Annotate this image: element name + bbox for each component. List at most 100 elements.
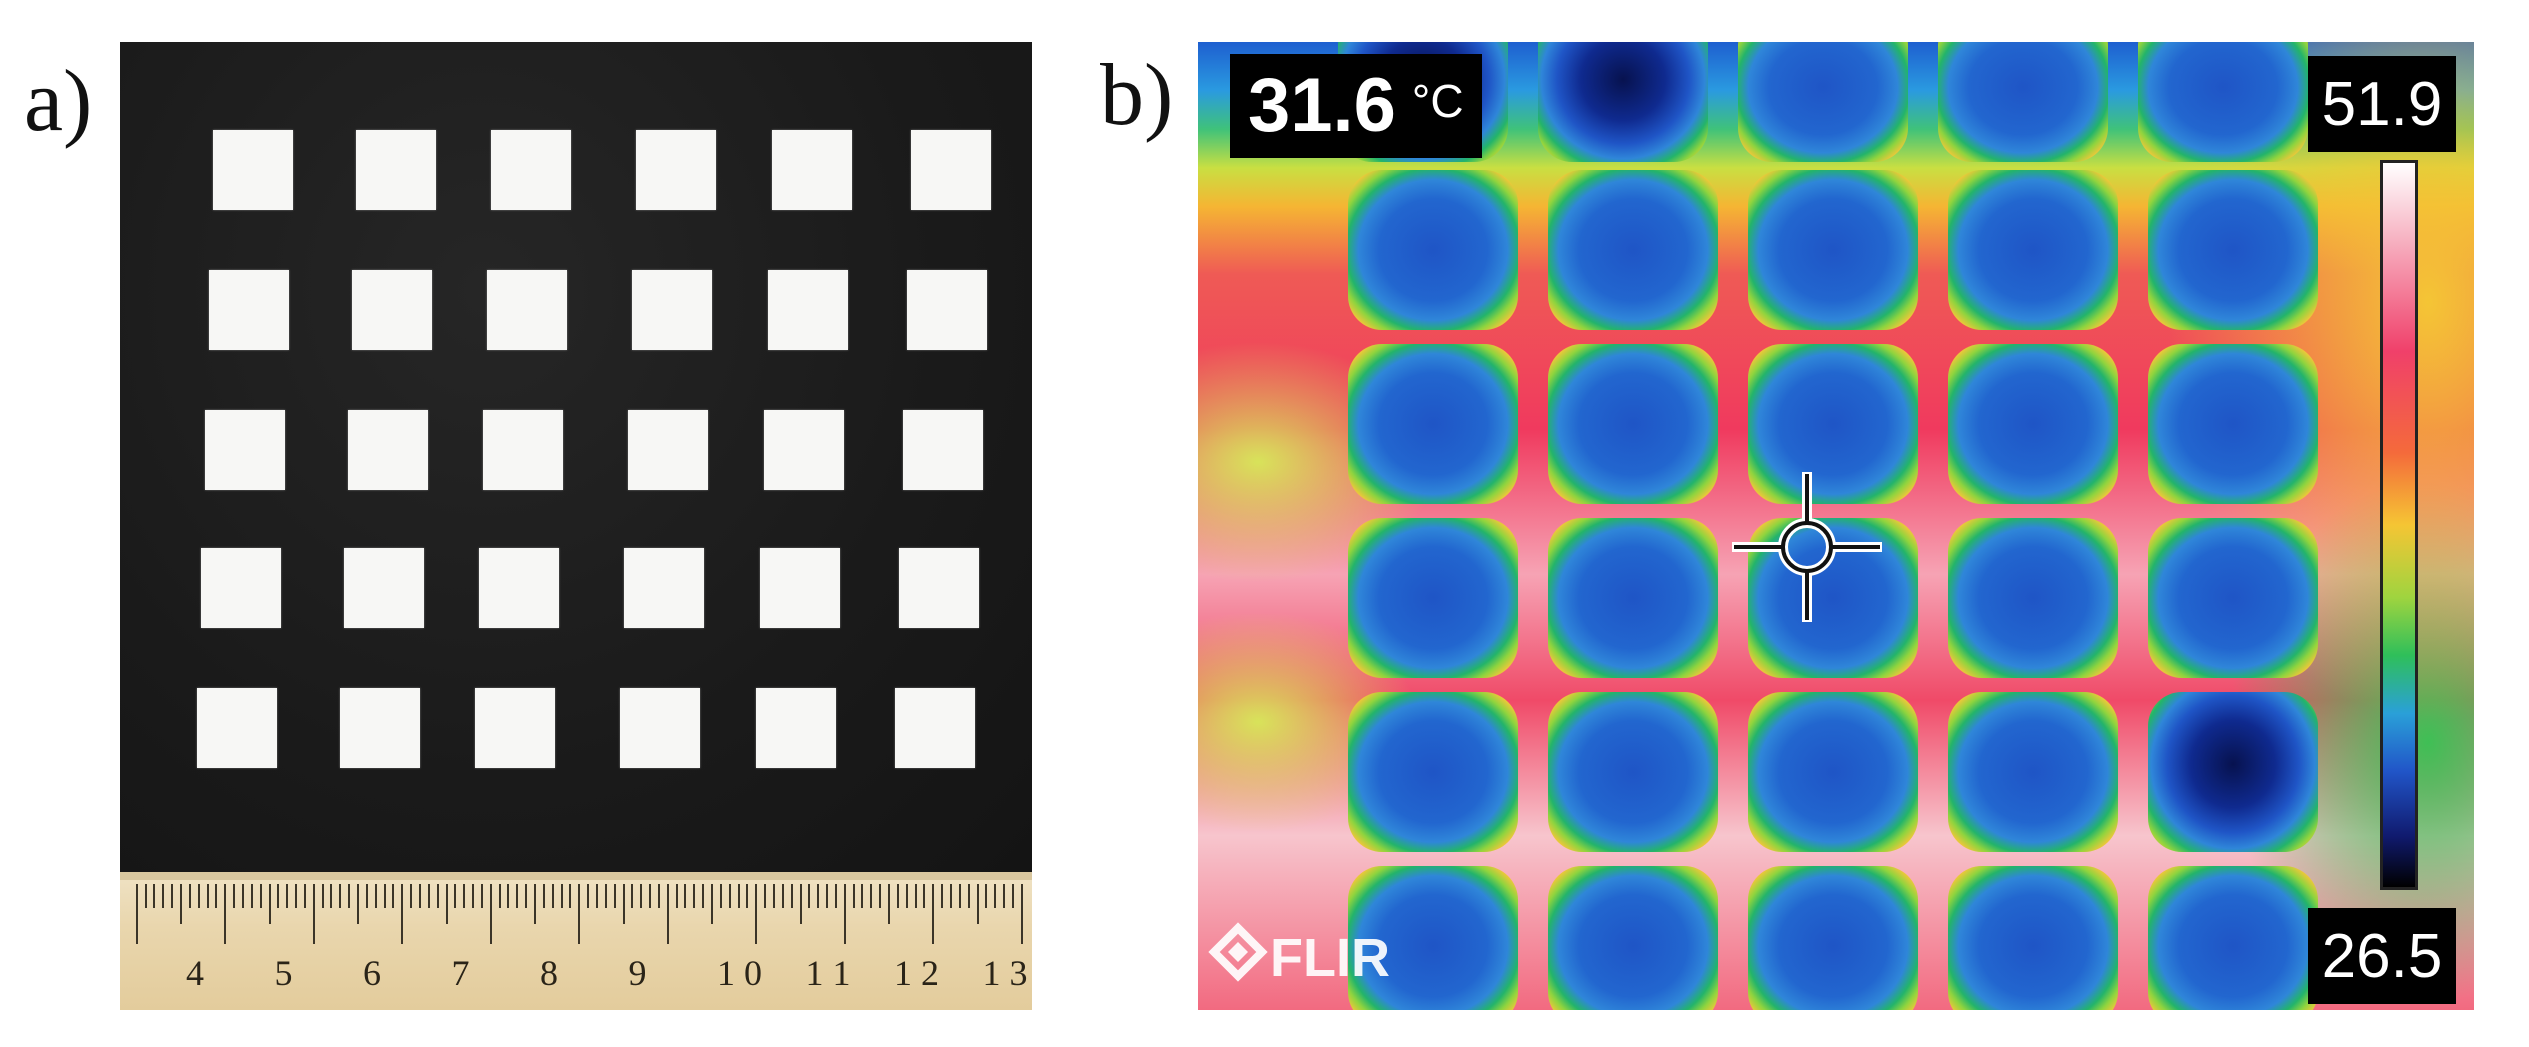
cold-square bbox=[1748, 692, 1918, 852]
ruler-tick bbox=[967, 884, 970, 908]
ruler-tick bbox=[507, 884, 510, 908]
ruler-tick bbox=[436, 884, 439, 908]
ruler-tick bbox=[781, 884, 784, 908]
ruler-tick bbox=[640, 884, 643, 908]
ruler-tick bbox=[463, 884, 466, 908]
ruler-tick bbox=[454, 884, 457, 908]
ruler-tick bbox=[534, 884, 536, 924]
scale-min-value: 26.5 bbox=[2308, 908, 2456, 1004]
ruler-tick bbox=[135, 884, 138, 944]
ruler-tick bbox=[1011, 884, 1014, 908]
ruler-tick bbox=[525, 884, 528, 908]
ruler-tick bbox=[144, 884, 147, 908]
ruler-tick bbox=[613, 884, 616, 908]
square-cutout bbox=[487, 270, 567, 350]
square-cutout bbox=[907, 270, 987, 350]
ruler-tick bbox=[480, 884, 483, 908]
ruler-tick bbox=[197, 884, 200, 908]
ruler-tick bbox=[1003, 884, 1006, 908]
ruler-tick bbox=[153, 884, 156, 908]
cold-square bbox=[1948, 344, 2118, 504]
cold-square bbox=[1548, 518, 1718, 678]
ruler-number: 1 2 bbox=[894, 953, 939, 993]
ruler-tick bbox=[560, 884, 563, 908]
ruler-number: 4 bbox=[186, 953, 204, 993]
ruler-tick bbox=[888, 884, 890, 924]
ruler-tick bbox=[365, 884, 368, 908]
ruler-tick bbox=[392, 884, 395, 908]
cold-square bbox=[1548, 344, 1718, 504]
ruler-edge bbox=[120, 872, 1032, 880]
ruler-tick bbox=[675, 884, 678, 908]
ruler-tick bbox=[693, 884, 696, 908]
ruler-tick bbox=[489, 884, 492, 944]
ruler-tick bbox=[879, 884, 882, 908]
square-cutout bbox=[895, 688, 975, 768]
ruler-tick bbox=[277, 884, 280, 908]
square-cutout bbox=[483, 410, 563, 490]
cold-square bbox=[2148, 692, 2318, 852]
cold-square bbox=[1348, 518, 1518, 678]
ruler-tick bbox=[569, 884, 572, 908]
ruler-tick bbox=[994, 884, 997, 908]
ruler-tick bbox=[755, 884, 758, 944]
photo-panel: 4 5 6 7 8 9 1 0 1 1 1 2 1 3 bbox=[120, 42, 1032, 1010]
ruler-tick bbox=[374, 884, 377, 908]
ruler-tick bbox=[418, 884, 421, 908]
square-cutout bbox=[213, 130, 293, 210]
ruler-tick bbox=[233, 884, 236, 908]
ruler-tick bbox=[746, 884, 749, 908]
ruler-tick bbox=[896, 884, 899, 908]
flir-logo-text: FLIR bbox=[1270, 928, 1390, 988]
ruler-tick bbox=[843, 884, 846, 944]
ruler-tick bbox=[1020, 884, 1023, 944]
ruler-tick bbox=[410, 884, 413, 908]
ruler-tick bbox=[799, 884, 802, 924]
square-cutout bbox=[340, 688, 420, 768]
ruler-tick bbox=[719, 884, 722, 908]
square-cutout bbox=[636, 130, 716, 210]
ruler-number: 1 0 bbox=[717, 953, 762, 993]
ruler-tick bbox=[357, 884, 359, 924]
scale-max-value: 51.9 bbox=[2308, 56, 2456, 152]
ruler-tick bbox=[551, 884, 554, 908]
ruler-number: 5 bbox=[274, 953, 293, 993]
ruler-tick bbox=[728, 884, 731, 908]
ruler-tick bbox=[657, 884, 660, 908]
square-cutout bbox=[911, 130, 991, 210]
ruler-tick bbox=[312, 884, 315, 944]
square-cutout bbox=[903, 410, 983, 490]
square-cutout bbox=[209, 270, 289, 350]
ruler-tick bbox=[604, 884, 607, 908]
ruler-tick bbox=[870, 884, 873, 908]
ruler-number: 9 bbox=[628, 953, 647, 993]
cold-square bbox=[2138, 42, 2308, 162]
ruler-tick bbox=[383, 884, 386, 908]
cold-square bbox=[2148, 344, 2318, 504]
cold-square bbox=[1948, 692, 2118, 852]
square-cutout bbox=[632, 270, 712, 350]
black-sheet bbox=[120, 42, 1032, 872]
square-cutout bbox=[899, 548, 979, 628]
ruler-tick bbox=[772, 884, 775, 908]
square-cutout bbox=[624, 548, 704, 628]
panel-b-label: b) bbox=[1100, 47, 1174, 144]
ruler-number: 6 bbox=[363, 953, 381, 993]
ruler-tick bbox=[905, 884, 908, 908]
ruler-tick bbox=[206, 884, 209, 908]
ruler-tick bbox=[286, 884, 289, 908]
cold-square bbox=[2148, 518, 2318, 678]
ruler-tick bbox=[976, 884, 979, 924]
ruler-tick bbox=[542, 884, 545, 908]
ruler-tick bbox=[268, 884, 271, 924]
ruler-tick bbox=[834, 884, 837, 908]
square-cutout bbox=[764, 410, 844, 490]
cold-square bbox=[1538, 42, 1708, 162]
ruler-tick bbox=[171, 884, 174, 908]
ruler-tick bbox=[790, 884, 793, 908]
spot-temperature-value: 31.6 bbox=[1248, 63, 1396, 148]
ruler-tick bbox=[445, 884, 448, 924]
ruler-tick bbox=[516, 884, 519, 908]
ruler-tick bbox=[684, 884, 687, 908]
ruler-tick bbox=[595, 884, 598, 908]
